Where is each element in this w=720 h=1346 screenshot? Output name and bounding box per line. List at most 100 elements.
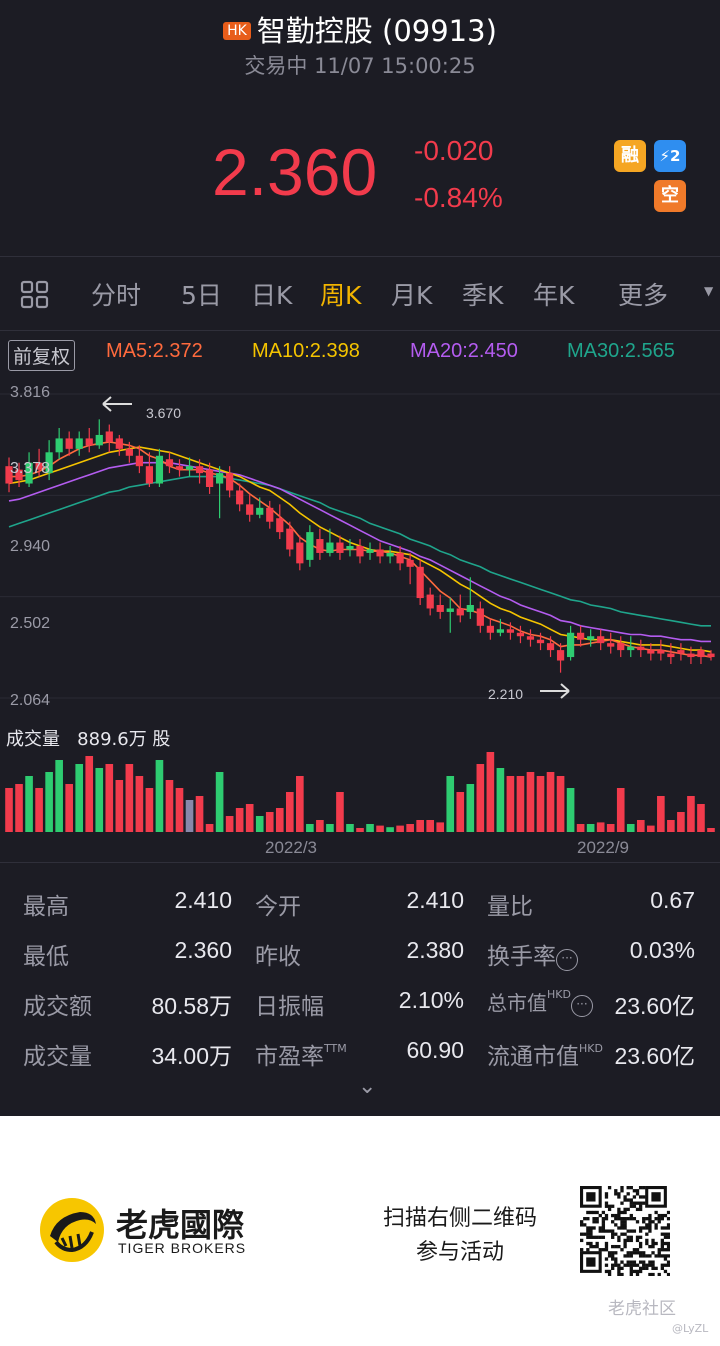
qr-module [632, 1263, 637, 1267]
volume-bar [135, 776, 144, 832]
volume-chart[interactable] [0, 750, 720, 834]
qr-module [623, 1198, 627, 1202]
qr-module [648, 1229, 652, 1233]
volume-bar [516, 776, 525, 832]
qr-module [638, 1244, 643, 1249]
tab-quarterly[interactable]: 季K [462, 281, 504, 310]
volume-bar [285, 792, 294, 832]
qr-module [657, 1220, 661, 1224]
stat-label: 换手率 ··· [487, 937, 578, 971]
qr-module [645, 1263, 649, 1267]
candle-body [246, 504, 254, 515]
qr-module [666, 1254, 670, 1258]
candle-body [155, 455, 164, 484]
qr-module [660, 1244, 664, 1249]
qr-module [645, 1232, 649, 1236]
trade-status: 交易中 11/07 15:00:25 [244, 54, 476, 78]
candlestick-chart[interactable] [0, 376, 720, 716]
qr-module [580, 1232, 584, 1236]
info-icon[interactable]: ··· [556, 949, 578, 971]
qr-module [595, 1217, 599, 1221]
expand-icon[interactable]: ⌄ [358, 1074, 377, 1099]
scan-text: 参与活动 [415, 1240, 504, 1265]
qr-module [626, 1229, 630, 1233]
qr-module [611, 1254, 615, 1258]
qr-module [617, 1207, 621, 1212]
info-icon[interactable]: ··· [570, 995, 593, 1017]
qr-module [617, 1263, 621, 1267]
chevron-down-icon[interactable]: ▼ [704, 284, 714, 298]
qr-module [632, 1201, 637, 1205]
market-badge: HK [223, 22, 251, 40]
qr-module [617, 1226, 621, 1230]
qr-module [626, 1198, 630, 1202]
tab-monthly[interactable]: 月K [391, 281, 433, 310]
candle-body [215, 473, 224, 484]
watermark: 老虎社区 [608, 1299, 676, 1319]
stat-value: 60.90 [406, 1037, 464, 1063]
stat-value: 0.03% [629, 937, 695, 963]
qr-module [657, 1251, 661, 1255]
candle-body [536, 639, 545, 644]
qr-module [648, 1223, 652, 1227]
candle-body [326, 542, 334, 553]
short-tag[interactable]: 空 [654, 180, 686, 212]
price-change-pct: -0.84% [414, 182, 503, 213]
ma5-label: MA5:2.372 [106, 340, 203, 362]
grid-icon[interactable] [20, 280, 50, 310]
tab-daily[interactable]: 日K [251, 281, 293, 310]
volume-bar [486, 752, 495, 832]
candle-body [516, 632, 525, 637]
qr-module [629, 1251, 633, 1255]
qr-module [657, 1217, 661, 1221]
qr-module [601, 1248, 606, 1252]
qr-module [617, 1266, 621, 1270]
margin-tag[interactable]: 融 [614, 140, 646, 172]
volume-bar [647, 825, 655, 832]
qr-module [629, 1229, 633, 1233]
volume-bar [697, 804, 705, 832]
volume-bar [677, 812, 685, 832]
tab-more[interactable]: 更多 [618, 281, 669, 310]
adjust-button[interactable]: 前复权 [8, 340, 76, 371]
ma20-line [8, 461, 711, 643]
level2-tag[interactable]: ⚡2 [654, 140, 686, 172]
qr-module [654, 1241, 658, 1246]
qr-module [638, 1266, 643, 1270]
tab-intraday[interactable]: 分时 [91, 281, 142, 310]
qr-module [623, 1244, 627, 1249]
candle-body [386, 552, 394, 557]
stat-label: 市盈率TTM [255, 1037, 347, 1071]
qr-module [623, 1241, 627, 1246]
volume-bar [85, 756, 94, 832]
qr-finder [586, 1192, 596, 1202]
qr-module [651, 1238, 655, 1243]
volume-bar [626, 824, 635, 832]
qr-module [629, 1272, 633, 1276]
qr-module [635, 1251, 640, 1255]
volume-bar [576, 824, 585, 832]
tab-yearly[interactable]: 年K [533, 281, 575, 310]
qr-code[interactable] [580, 1186, 670, 1276]
qr-module [604, 1204, 609, 1208]
qr-module [617, 1213, 621, 1218]
qr-module [635, 1235, 640, 1239]
qr-module [666, 1235, 670, 1239]
qr-module [635, 1272, 640, 1276]
qr-module [629, 1213, 633, 1218]
qr-module [611, 1229, 615, 1233]
qr-module [660, 1238, 664, 1243]
qr-module [632, 1260, 637, 1264]
candle-body [617, 643, 625, 651]
tab-weekly[interactable]: 周K [320, 281, 362, 310]
qr-module [620, 1217, 624, 1221]
candle-body [577, 632, 585, 640]
candle-body [306, 532, 314, 560]
qr-module [626, 1217, 630, 1221]
qr-module [598, 1235, 602, 1239]
qr-module [589, 1210, 593, 1215]
qr-module [623, 1223, 627, 1227]
qr-module [583, 1217, 587, 1221]
volume-bar [95, 768, 104, 832]
tab-5day[interactable]: 5日 [181, 281, 222, 310]
